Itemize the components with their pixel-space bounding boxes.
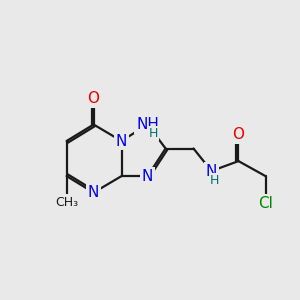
Text: O: O xyxy=(232,127,244,142)
Text: NH: NH xyxy=(136,117,159,132)
Text: N: N xyxy=(88,185,99,200)
Text: H: H xyxy=(148,127,158,140)
Text: Cl: Cl xyxy=(258,196,273,211)
Text: N: N xyxy=(142,169,153,184)
Text: O: O xyxy=(88,91,100,106)
Text: CH₃: CH₃ xyxy=(55,196,78,209)
Text: N: N xyxy=(206,164,217,178)
Text: N: N xyxy=(116,134,127,148)
Text: H: H xyxy=(210,174,219,188)
